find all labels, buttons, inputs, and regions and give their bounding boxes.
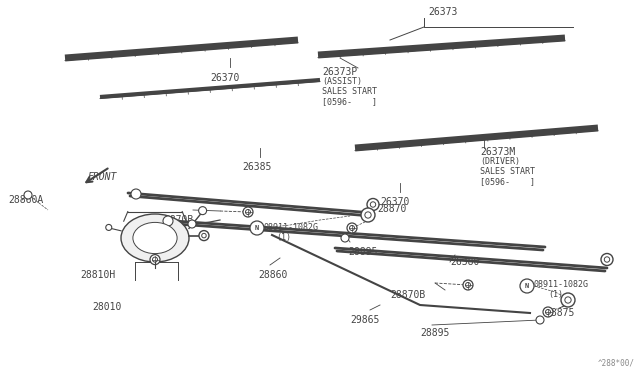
Circle shape bbox=[520, 279, 534, 293]
Text: (1): (1) bbox=[276, 233, 291, 242]
Circle shape bbox=[347, 223, 357, 233]
Circle shape bbox=[202, 233, 206, 238]
Text: 28895: 28895 bbox=[348, 247, 378, 257]
Text: 28010: 28010 bbox=[92, 302, 122, 312]
Circle shape bbox=[349, 225, 355, 231]
Text: N: N bbox=[525, 283, 529, 289]
Text: SALES START: SALES START bbox=[480, 167, 535, 176]
Text: 28870B: 28870B bbox=[390, 290, 425, 300]
Circle shape bbox=[536, 316, 544, 324]
Text: 26373M: 26373M bbox=[480, 147, 515, 157]
Circle shape bbox=[465, 282, 470, 288]
Circle shape bbox=[152, 257, 157, 262]
Text: [0596-    ]: [0596- ] bbox=[480, 177, 535, 186]
Text: FRONT: FRONT bbox=[88, 172, 117, 182]
Circle shape bbox=[545, 310, 550, 314]
Circle shape bbox=[565, 297, 571, 303]
Circle shape bbox=[250, 221, 264, 235]
Text: 28875: 28875 bbox=[545, 308, 574, 318]
Circle shape bbox=[371, 202, 376, 207]
Text: 08911-1082G: 08911-1082G bbox=[264, 223, 319, 232]
Circle shape bbox=[131, 189, 141, 199]
Text: 28810H: 28810H bbox=[80, 270, 115, 280]
Circle shape bbox=[561, 293, 575, 307]
Circle shape bbox=[106, 224, 112, 230]
Text: 08911-1082G: 08911-1082G bbox=[534, 280, 589, 289]
Circle shape bbox=[365, 212, 371, 218]
Circle shape bbox=[341, 234, 349, 242]
Text: 26373P: 26373P bbox=[322, 67, 357, 77]
Text: SALES START: SALES START bbox=[322, 87, 377, 96]
Text: 26380: 26380 bbox=[450, 257, 479, 267]
Circle shape bbox=[463, 280, 473, 290]
Circle shape bbox=[24, 191, 32, 199]
Text: 26370: 26370 bbox=[210, 73, 239, 83]
Circle shape bbox=[188, 220, 196, 228]
Text: N: N bbox=[255, 225, 259, 231]
Text: [0596-    ]: [0596- ] bbox=[322, 97, 377, 106]
Circle shape bbox=[150, 254, 160, 264]
Ellipse shape bbox=[133, 222, 177, 254]
Ellipse shape bbox=[121, 214, 189, 262]
Text: ^288*00/: ^288*00/ bbox=[598, 358, 635, 367]
Text: 28870B: 28870B bbox=[158, 215, 193, 225]
Circle shape bbox=[246, 209, 250, 215]
Text: 28895: 28895 bbox=[420, 328, 449, 338]
Circle shape bbox=[198, 206, 207, 215]
Circle shape bbox=[601, 253, 613, 266]
Circle shape bbox=[543, 307, 553, 317]
Text: 28870: 28870 bbox=[377, 204, 406, 214]
Text: 28860A: 28860A bbox=[8, 195, 44, 205]
Text: 26385: 26385 bbox=[242, 162, 271, 172]
Text: (ASSIST): (ASSIST) bbox=[322, 77, 362, 86]
Text: 26370: 26370 bbox=[380, 197, 410, 207]
Circle shape bbox=[163, 216, 173, 226]
Text: 28860: 28860 bbox=[258, 270, 287, 280]
Circle shape bbox=[361, 208, 375, 222]
Circle shape bbox=[243, 207, 253, 217]
Text: 29865: 29865 bbox=[350, 315, 380, 325]
Text: 26373: 26373 bbox=[428, 7, 458, 17]
Circle shape bbox=[604, 257, 610, 262]
Circle shape bbox=[367, 199, 379, 211]
Text: (1): (1) bbox=[548, 290, 563, 299]
Text: (DRIVER): (DRIVER) bbox=[480, 157, 520, 166]
Circle shape bbox=[199, 231, 209, 241]
